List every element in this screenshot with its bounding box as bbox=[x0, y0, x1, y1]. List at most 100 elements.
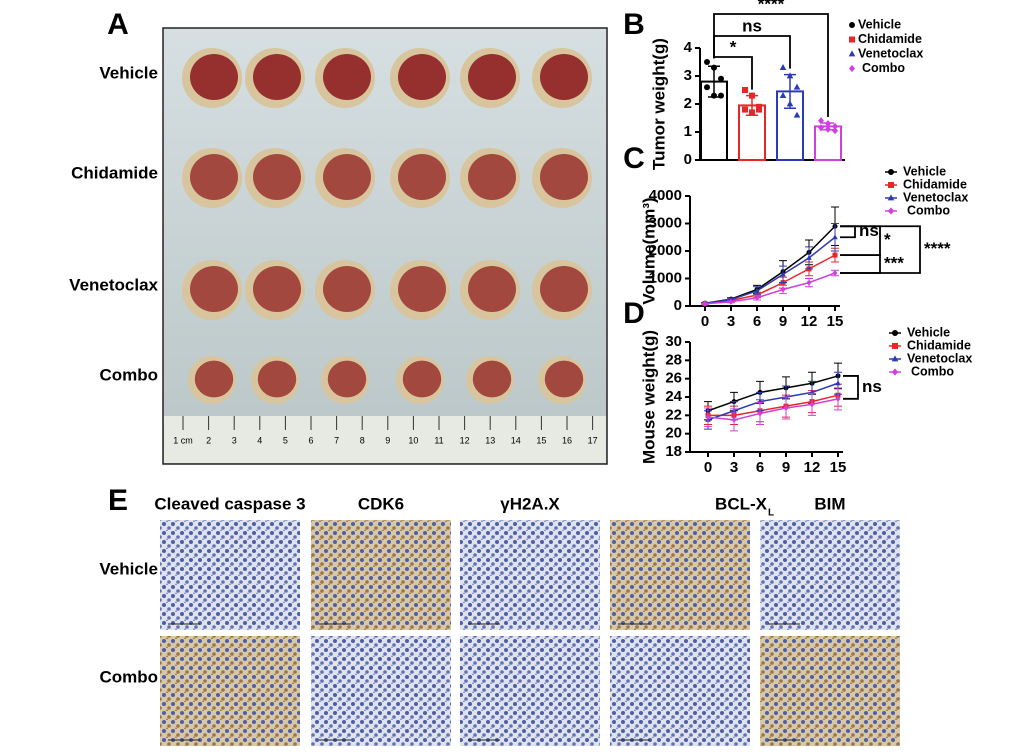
row-label: Venetoclax bbox=[69, 275, 158, 294]
y-axis-label: Tumor weight(g) bbox=[649, 38, 668, 170]
ruler-label: 8 bbox=[360, 435, 365, 445]
y-tick-label: 18 bbox=[665, 443, 682, 460]
legend-marker bbox=[892, 330, 898, 336]
legend-label: Vehicle bbox=[858, 17, 901, 31]
tumor-core bbox=[540, 154, 588, 200]
panel-label: B bbox=[623, 8, 645, 41]
y-tick-label: 1000 bbox=[649, 269, 682, 286]
ihc-image bbox=[160, 520, 300, 630]
legend-label: Chidamide bbox=[907, 338, 971, 352]
data-point bbox=[832, 270, 838, 276]
data-point bbox=[832, 252, 838, 258]
data-point bbox=[728, 298, 734, 305]
legend-label: Venetoclax bbox=[907, 351, 972, 365]
data-point bbox=[793, 83, 801, 90]
y-tick-label: 1 bbox=[684, 123, 692, 140]
photo bbox=[162, 27, 608, 465]
legend-marker bbox=[892, 343, 898, 349]
legend-marker bbox=[892, 368, 898, 376]
x-tick-label: 6 bbox=[756, 459, 764, 476]
ruler-label: 3 bbox=[232, 435, 237, 445]
row-label: Combo bbox=[99, 365, 158, 384]
ruler-label: 16 bbox=[562, 435, 572, 445]
tumor-core bbox=[194, 360, 234, 398]
ruler-label: 17 bbox=[588, 435, 598, 445]
panel-label: D bbox=[623, 297, 645, 330]
data-point bbox=[705, 414, 711, 421]
column-header: BCL-X bbox=[715, 494, 768, 513]
significance-label: ns bbox=[862, 377, 882, 396]
data-point bbox=[718, 92, 724, 99]
significance-bracket bbox=[840, 225, 921, 274]
significance-bracket bbox=[840, 225, 856, 239]
y-axis-label: Volume(mm³) bbox=[639, 197, 658, 304]
data-point bbox=[806, 254, 812, 260]
y-axis-label: Mouse weight(g) bbox=[639, 330, 658, 464]
ruler-label: 9 bbox=[385, 435, 390, 445]
tumor-core bbox=[468, 154, 516, 200]
data-point bbox=[749, 109, 755, 116]
data-point bbox=[754, 287, 760, 293]
row-label: Chidamide bbox=[71, 163, 158, 182]
ihc-image bbox=[610, 520, 750, 630]
data-point bbox=[825, 120, 831, 128]
data-point bbox=[835, 380, 841, 386]
legend-marker bbox=[849, 36, 855, 43]
data-point bbox=[749, 92, 755, 99]
legend-label: Chidamide bbox=[903, 177, 967, 191]
series-line bbox=[704, 254, 836, 305]
data-point bbox=[756, 106, 762, 113]
data-point bbox=[818, 124, 824, 132]
y-tick-label: 3 bbox=[684, 67, 692, 84]
data-point bbox=[818, 117, 824, 125]
y-tick-label: 0 bbox=[674, 297, 682, 314]
tumor-core bbox=[398, 266, 446, 312]
legend-marker bbox=[888, 182, 894, 188]
row-label: Combo bbox=[99, 667, 158, 686]
ruler-label: 1 cm bbox=[173, 435, 193, 445]
tumor-core bbox=[323, 266, 371, 312]
ihc-image bbox=[311, 636, 451, 746]
data-point bbox=[779, 92, 787, 98]
significance-label: ns bbox=[859, 221, 879, 240]
legend-label: Venetoclax bbox=[858, 46, 923, 60]
tumor-core bbox=[540, 266, 588, 312]
legend-label: Vehicle bbox=[903, 164, 946, 178]
ruler-label: 2 bbox=[206, 435, 211, 445]
x-tick-label: 3 bbox=[730, 459, 738, 476]
x-tick-label: 9 bbox=[782, 459, 790, 476]
legend-marker bbox=[888, 207, 894, 215]
column-header: Cleaved caspase 3 bbox=[154, 494, 305, 513]
y-tick-label: 28 bbox=[665, 351, 682, 368]
x-tick-label: 0 bbox=[704, 459, 712, 476]
tumor-core bbox=[402, 360, 442, 398]
ruler-label: 13 bbox=[485, 435, 495, 445]
data-point bbox=[825, 125, 831, 133]
series-line bbox=[704, 236, 836, 305]
panel-label: A bbox=[107, 8, 129, 41]
significance-label: ns bbox=[742, 16, 762, 35]
significance-label: *** bbox=[884, 254, 904, 273]
column-header: CDK6 bbox=[358, 494, 404, 513]
data-point bbox=[832, 234, 838, 240]
legend-label: Combo bbox=[907, 203, 950, 217]
significance-bracket bbox=[843, 375, 859, 400]
column-header: γH2A.X bbox=[500, 494, 560, 513]
tumor-core bbox=[190, 266, 238, 312]
tumor-core bbox=[398, 154, 446, 200]
legend-label: Venetoclax bbox=[903, 190, 968, 204]
y-tick-label: 2000 bbox=[649, 242, 682, 259]
tumor-core bbox=[472, 360, 512, 398]
significance-bracket bbox=[840, 254, 881, 274]
series-line bbox=[707, 375, 839, 412]
ruler bbox=[164, 416, 606, 463]
ruler-label: 7 bbox=[334, 435, 339, 445]
ruler-label: 15 bbox=[536, 435, 546, 445]
y-tick-label: 4000 bbox=[649, 187, 682, 204]
y-tick-label: 26 bbox=[665, 370, 682, 387]
data-point bbox=[783, 405, 789, 411]
column-header-subscript: L bbox=[768, 508, 774, 519]
data-point bbox=[742, 87, 748, 93]
legend-label: Chidamide bbox=[858, 32, 922, 46]
